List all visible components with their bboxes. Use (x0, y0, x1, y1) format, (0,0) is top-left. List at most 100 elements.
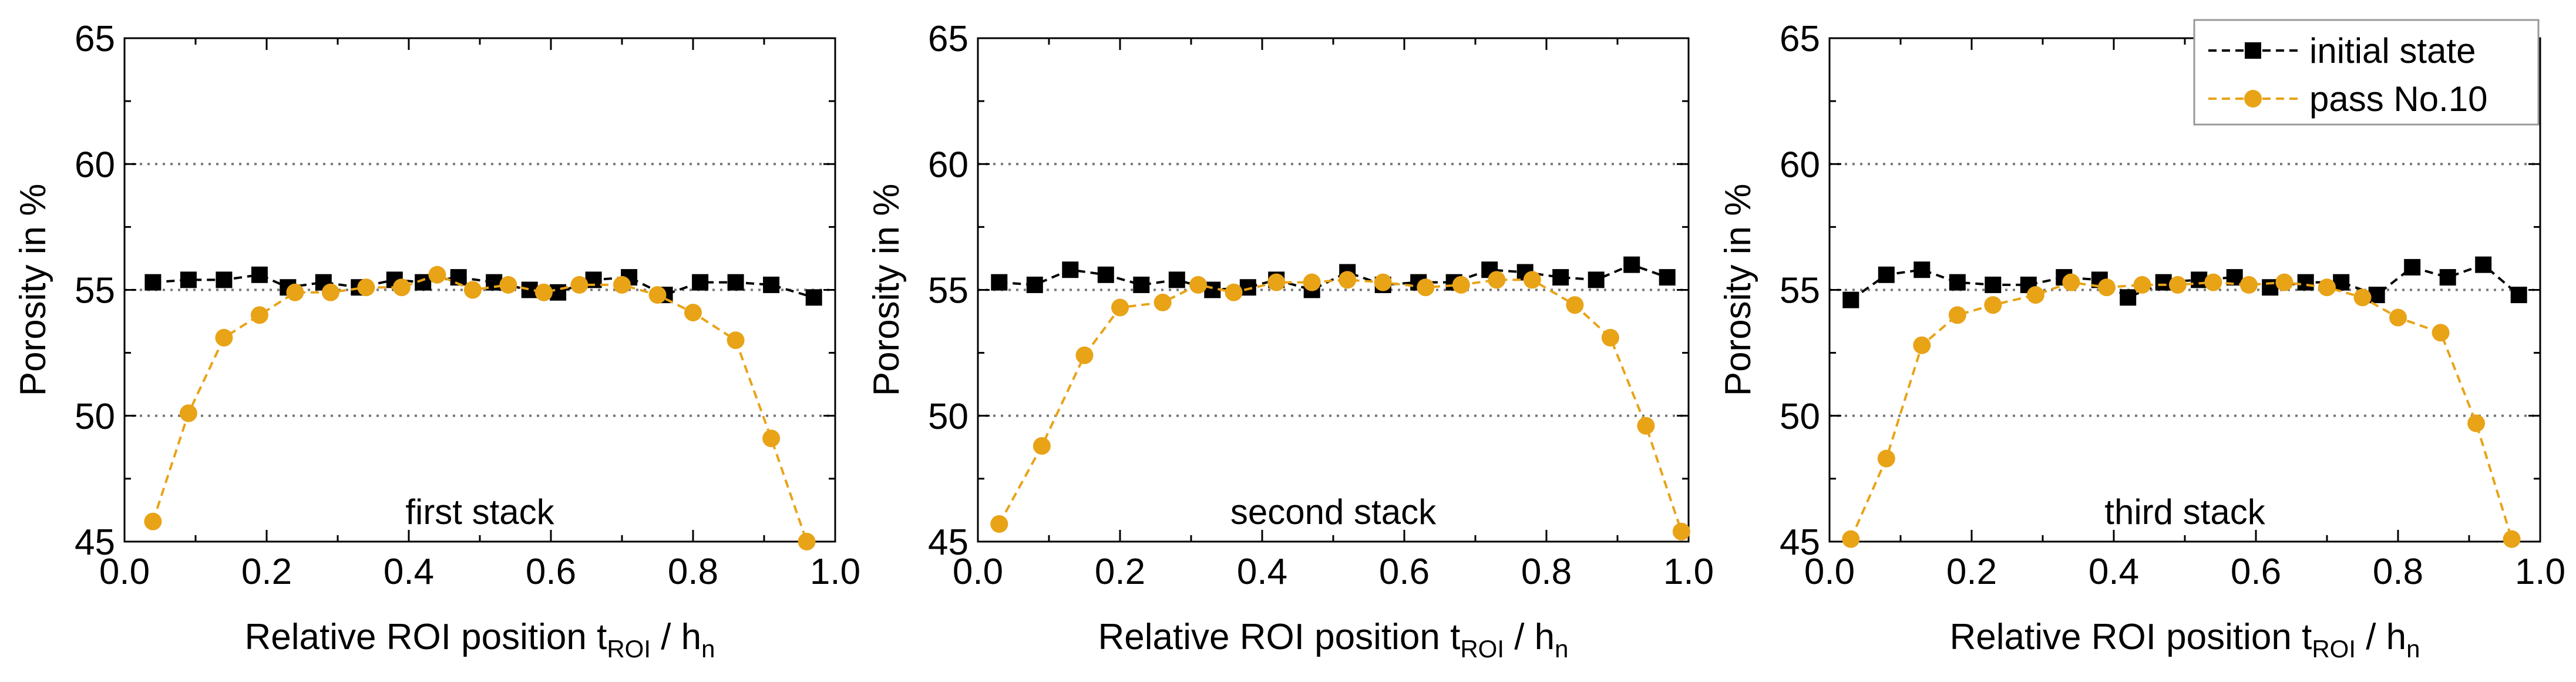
stack-annotation: first stack (405, 492, 554, 532)
data-point-circle (1984, 296, 2002, 314)
data-point-circle (463, 281, 482, 299)
y-tick-label: 65 (75, 19, 115, 59)
data-point-circle (179, 404, 197, 422)
y-tick-label: 45 (1780, 522, 1820, 563)
data-point-circle (1267, 273, 1286, 291)
x-axis-title-mid: / h (1504, 617, 1555, 657)
data-point-square (2120, 289, 2137, 306)
data-point-square (1026, 276, 1043, 293)
x-tick-label: 0.6 (1379, 552, 1430, 592)
x-axis-title-sub-n: n (1555, 635, 1568, 663)
x-tick-label: 1.0 (810, 552, 860, 592)
data-point-circle (1523, 271, 1541, 289)
data-point-circle (286, 283, 304, 301)
data-point-square (1133, 276, 1150, 293)
data-point-square (2439, 269, 2456, 286)
x-tick-label: 0.0 (99, 552, 150, 592)
data-point-square (2404, 258, 2421, 276)
data-point-circle (2353, 288, 2372, 307)
data-point-circle (762, 429, 781, 448)
x-tick-label: 0.4 (2089, 552, 2139, 592)
data-point-circle (1842, 530, 1860, 548)
data-point-square (1659, 269, 1676, 286)
data-point-square (1949, 274, 1966, 291)
y-tick-label: 45 (75, 522, 115, 563)
data-point-square (727, 274, 744, 291)
panel-3: 0.0 0.2 0.4 0.6 0.8 1.0 45 50 55 60 65 Porosity in … (1718, 19, 2565, 663)
legend-marker-circle (2244, 90, 2262, 107)
data-point-circle (2239, 276, 2258, 294)
data-point-circle (1189, 276, 1208, 294)
data-point-circle (2168, 276, 2187, 294)
data-point-circle (1948, 306, 1966, 324)
x-axis-title: Relative ROI position tROI / hn (244, 617, 715, 663)
x-axis-title: Relative ROI position tROI / hn (1098, 617, 1568, 663)
x-tick-label: 0.8 (1521, 552, 1572, 592)
series-initial-state (991, 256, 1676, 298)
data-point-circle (428, 266, 446, 284)
data-point-circle (2389, 308, 2407, 327)
legend-label: initial state (2309, 31, 2476, 70)
y-tick-label: 60 (1780, 145, 1820, 185)
data-point-square (180, 271, 197, 288)
data-point-square (415, 274, 432, 291)
data-point-circle (684, 304, 702, 322)
y-tick-label: 60 (928, 145, 968, 185)
data-point-square (1623, 256, 1640, 273)
data-point-square (2191, 271, 2208, 288)
series-pass-no-10 (144, 266, 816, 550)
data-point-square (1168, 271, 1185, 288)
data-point-circle (2097, 278, 2116, 297)
y-tick-label: 55 (928, 271, 968, 311)
x-tick-label: 0.4 (384, 552, 434, 592)
data-point-circle (250, 306, 268, 324)
data-point-square (2297, 274, 2314, 291)
series-initial-state (144, 266, 822, 306)
x-tick-label: 1.0 (1663, 552, 1714, 592)
x-tick-label: 0.2 (1946, 552, 1997, 592)
panel-1: 0.0 0.2 0.4 0.6 0.8 1.0 45 50 55 60 65 Porosity in … (13, 19, 860, 663)
data-point-square (1878, 266, 1895, 283)
data-point-circle (1637, 416, 1655, 435)
x-tick-label: 0.2 (241, 552, 292, 592)
data-point-circle (613, 276, 631, 294)
x-axis-title-mid: / h (651, 617, 701, 657)
data-point-circle (2503, 530, 2521, 548)
data-point-circle (1033, 437, 1051, 455)
legend: initial state pass No.10 (2193, 19, 2540, 126)
x-axis-title-main: Relative ROI position t (1098, 617, 1460, 657)
x-tick-label: 0.6 (2231, 552, 2281, 592)
x-tick-label: 0.6 (526, 552, 576, 592)
y-tick-label: 50 (1780, 397, 1820, 437)
data-point-circle (1601, 328, 1619, 347)
data-point-circle (570, 276, 588, 294)
stack-annotation: third stack (2104, 492, 2265, 532)
data-point-square (1842, 291, 1859, 308)
data-point-square (763, 276, 780, 293)
x-axis-title: Relative ROI position tROI / hn (1949, 617, 2420, 663)
data-point-circle (321, 283, 339, 301)
x-axis-title-sub-n: n (701, 635, 715, 663)
data-point-square (1913, 261, 1931, 278)
data-point-circle (2318, 278, 2336, 297)
data-point-circle (1225, 283, 1243, 301)
series-pass-no-10 (990, 271, 1690, 540)
data-point-circle (1374, 273, 1392, 291)
x-axis-title-main: Relative ROI position t (244, 617, 607, 657)
data-point-square (2368, 287, 2385, 304)
x-axis-title-sub-roi: ROI (1460, 635, 1504, 663)
data-point-circle (144, 512, 162, 530)
y-axis-title: Porosity in % (866, 184, 907, 397)
data-point-circle (1339, 271, 1357, 289)
data-point-square (1985, 276, 2002, 293)
x-tick-label: 0.8 (668, 552, 718, 592)
x-tick-label: 1.0 (2515, 552, 2565, 592)
y-tick-label: 55 (75, 271, 115, 311)
data-point-square (2510, 287, 2527, 304)
data-point-circle (2275, 273, 2293, 291)
y-tick-label: 55 (1780, 271, 1820, 311)
data-point-square (1062, 261, 1079, 278)
legend-label: pass No.10 (2309, 79, 2488, 119)
data-point-circle (1566, 296, 1584, 314)
x-axis-title-main: Relative ROI position t (1949, 617, 2312, 657)
